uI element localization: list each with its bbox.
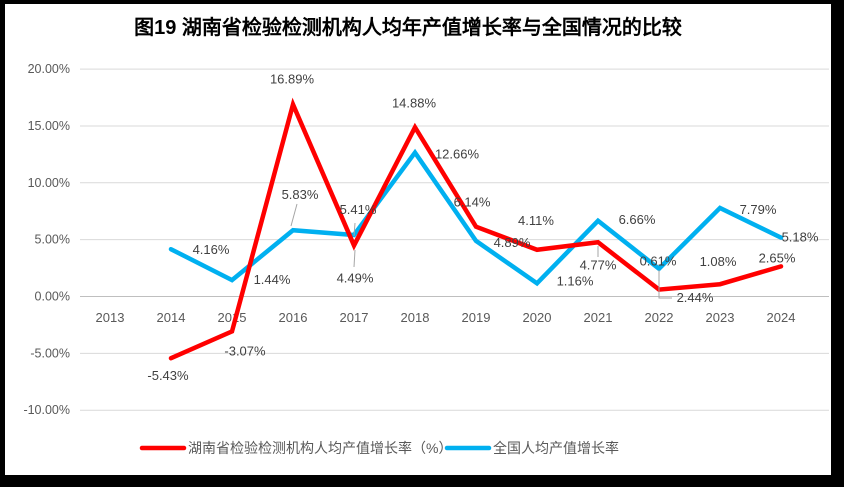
x-axis-year-label: 2021 [584, 310, 613, 325]
hunan-data-label: -3.07% [224, 343, 266, 358]
y-axis-tick-label: 5.00% [35, 233, 70, 247]
legend-item-hunan: 湖南省检验检测机构人均产值增长率（%） [139, 440, 452, 456]
legend: 湖南省检验检测机构人均产值增长率（%） 全国人均产值增长率 [139, 440, 619, 456]
series-lines [168, 97, 784, 361]
y-axis-labels: 20.00% 15.00% 10.00% 5.00% 0.00% -5.00% -10.00… [23, 62, 70, 417]
x-axis-labels: 2013 2014 2015 2016 2017 2018 2019 2020 2021 2022… [96, 310, 796, 325]
hunan-data-label: 14.88% [392, 95, 437, 110]
legend-label-national: 全国人均产值增长率 [493, 440, 619, 456]
x-axis-year-label: 2014 [157, 310, 186, 325]
national-data-label: 5.18% [782, 230, 819, 245]
national-data-label: 1.44% [254, 272, 291, 287]
x-axis-year-label: 2024 [767, 310, 796, 325]
national-data-label: 5.41% [340, 202, 377, 217]
national-data-label: 4.89% [494, 235, 531, 250]
chart-canvas: 图19 湖南省检验检测机构人均年产值增长率与全国情况的比较 20.00% 15.0… [23, 15, 829, 456]
national-data-label: 4.16% [193, 242, 230, 257]
x-axis-year-label: 2019 [462, 310, 491, 325]
leader-line [658, 270, 672, 299]
hunan-series-line [168, 97, 784, 361]
x-axis-year-label: 2017 [340, 310, 369, 325]
y-axis-tick-label: 10.00% [28, 176, 70, 190]
national-data-label: 5.83% [282, 187, 319, 202]
national-series-line [168, 148, 784, 287]
label-leader-lines [290, 203, 672, 299]
national-data-label: 12.66% [435, 147, 480, 162]
y-axis-tick-label: 0.00% [35, 290, 70, 304]
x-axis-year-label: 2016 [279, 310, 308, 325]
chart-title: 图19 湖南省检验检测机构人均年产值增长率与全国情况的比较 [134, 15, 682, 39]
hunan-data-label: 0.61% [640, 254, 677, 269]
x-axis-year-label: 2023 [706, 310, 735, 325]
national-data-label: 7.79% [740, 202, 777, 217]
y-axis-tick-label: -5.00% [30, 346, 70, 360]
leader-line [290, 203, 298, 227]
hunan-data-label: 4.11% [518, 213, 554, 228]
hunan-data-label: -5.43% [147, 368, 189, 383]
leader-line [353, 222, 356, 237]
x-axis-year-label: 2022 [645, 310, 674, 325]
legend-item-national: 全国人均产值增长率 [444, 440, 619, 456]
gridlines [80, 68, 829, 411]
hunan-data-label: 16.89% [270, 71, 315, 86]
y-axis-tick-label: 15.00% [28, 119, 70, 133]
hunan-data-label: 4.77% [580, 257, 617, 272]
leader-line [353, 249, 356, 268]
hunan-data-label: 6.14% [454, 195, 491, 210]
x-axis-year-label: 2013 [96, 310, 125, 325]
legend-label-hunan: 湖南省检验检测机构人均产值增长率（%） [188, 440, 452, 456]
national-data-label: 1.16% [557, 273, 594, 288]
national-data-label: 2.44% [677, 290, 714, 305]
hunan-data-label: 2.65% [759, 250, 796, 265]
y-axis-tick-label: 20.00% [28, 62, 70, 76]
data-labels: -5.43% -3.07% 16.89% 4.49% 14.88% 6.14% 4.11% 4… [147, 71, 818, 383]
y-axis-tick-label: -10.00% [23, 403, 70, 417]
national-data-label: 6.66% [619, 212, 656, 227]
x-axis-year-label: 2020 [523, 310, 552, 325]
x-axis-year-label: 2015 [218, 310, 247, 325]
x-axis-year-label: 2018 [401, 310, 430, 325]
hunan-data-label: 4.49% [337, 270, 374, 285]
hunan-data-label: 1.08% [700, 254, 737, 269]
